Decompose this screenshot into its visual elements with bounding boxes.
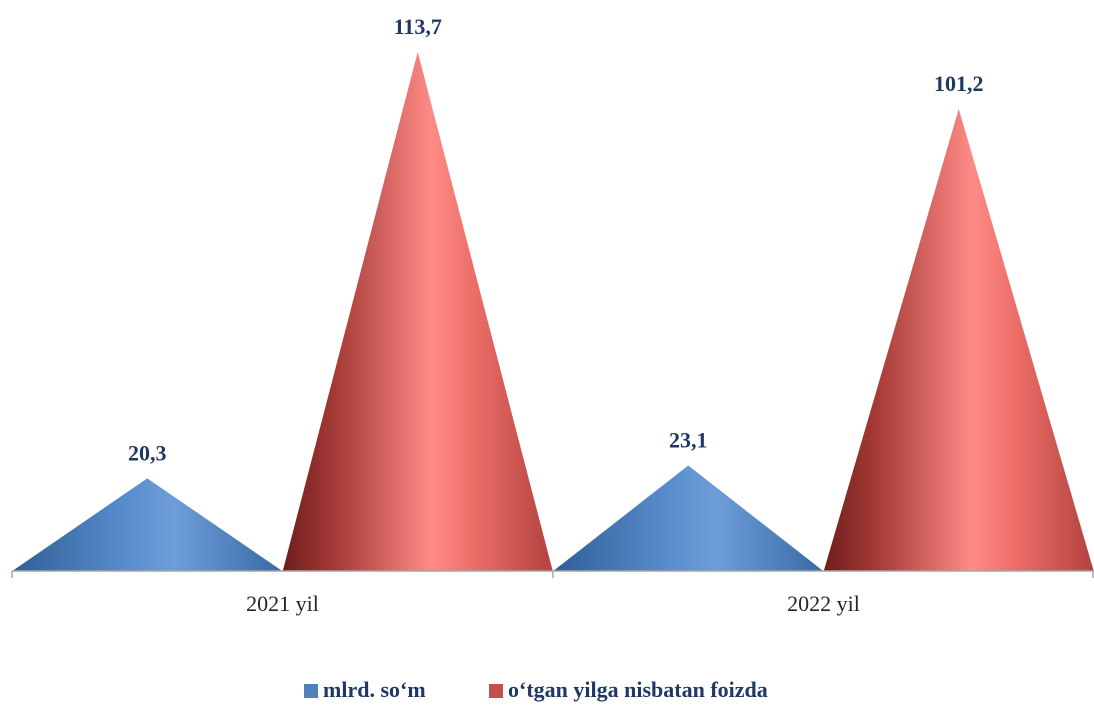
data-label-mlrd-1: 23,1 — [669, 428, 708, 453]
data-label-foiz-0: 113,7 — [394, 14, 442, 39]
cone-mlrd-0 — [12, 478, 283, 571]
plot-area: 20,3 23,1 113,7 101,2 — [12, 14, 1094, 571]
category-label: 2021 yil — [246, 591, 319, 616]
legend: mlrd. so‘m o‘tgan yilga nisbatan foizda — [304, 677, 768, 702]
cone-mlrd-1 — [553, 465, 824, 571]
cone-foiz-1 — [823, 109, 1094, 571]
cone-foiz-0 — [282, 52, 553, 571]
category-axis: 2021 yil 2022 yil — [11, 570, 1094, 616]
legend-swatch-mlrd — [304, 684, 318, 698]
data-label-mlrd-0: 20,3 — [128, 440, 167, 465]
legend-label-mlrd: mlrd. so‘m — [323, 677, 426, 702]
category-label: 2022 yil — [787, 591, 860, 616]
data-label-foiz-1: 101,2 — [934, 71, 984, 96]
legend-swatch-foiz — [489, 684, 503, 698]
legend-label-foiz: o‘tgan yilga nisbatan foizda — [508, 677, 768, 702]
